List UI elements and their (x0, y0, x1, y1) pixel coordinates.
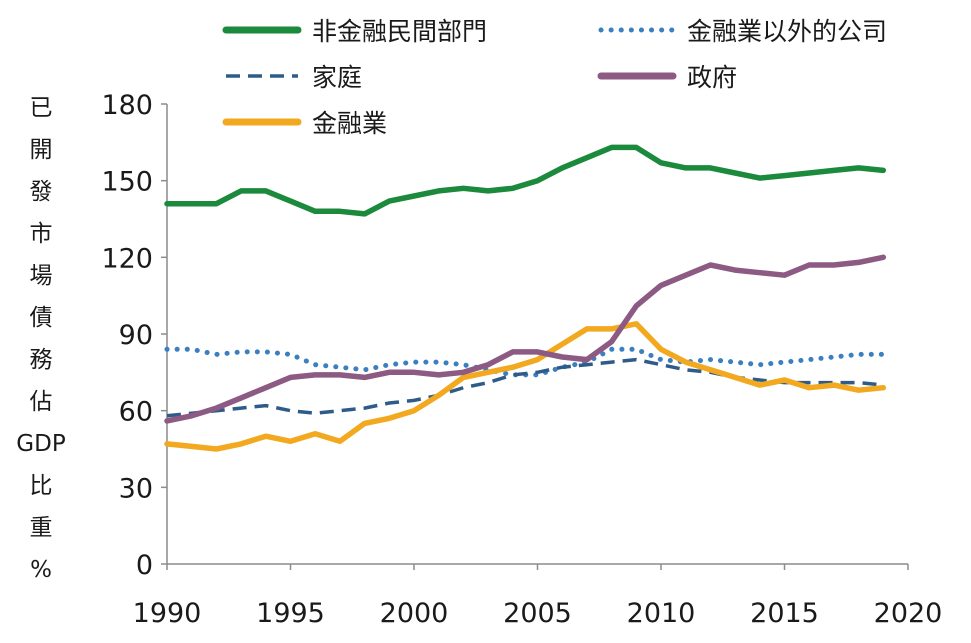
x-tick-label: 2010 (627, 598, 696, 629)
x-tick-label: 1995 (256, 598, 325, 629)
y-axis-label-char: 比 (29, 473, 53, 499)
legend-swatch (597, 72, 677, 80)
chart-axes (161, 103, 909, 570)
y-axis-label-char: 佔 (29, 389, 53, 415)
x-tick-label: 2005 (503, 598, 572, 629)
y-axis-label-char: 市 (29, 221, 53, 247)
legend-item: 金融業 (222, 104, 387, 140)
series-line-1 (164, 144, 887, 217)
x-tick-label: 2000 (380, 598, 449, 629)
y-axis-label-char: 重 (29, 515, 53, 541)
y-axis-label-char: 務 (29, 347, 53, 373)
y-axis-label-char: 發 (29, 179, 53, 205)
legend-item: 金融業以外的公司 (597, 12, 887, 48)
x-tick-label: 1990 (133, 598, 202, 629)
x-tick-label: 2020 (874, 598, 943, 629)
y-tick-label: 60 (119, 397, 153, 428)
legend-label: 家庭 (312, 63, 363, 92)
legend-label: 金融業以外的公司 (687, 17, 888, 46)
series-line-5 (164, 321, 887, 452)
legend-label: 金融業 (312, 109, 388, 138)
y-tick-label: 30 (119, 473, 153, 504)
y-axis-label-char: % (30, 557, 52, 583)
legend-swatch (222, 26, 302, 34)
legend-swatch (226, 74, 298, 78)
y-axis-label-char: 開 (29, 137, 53, 163)
series-line-3 (166, 357, 884, 418)
y-axis-label: 已開發市場債務佔 GDP 比重% (16, 90, 66, 588)
series-lines (164, 144, 887, 452)
tick-labels: 0 30 60 90 120 150 180 1990 1995 2000 2005 2010 2015… (101, 90, 942, 629)
y-axis-label-char: 已 (29, 95, 53, 121)
y-tick-label: 150 (101, 167, 153, 198)
x-tick-label: 2015 (750, 598, 819, 629)
y-axis-label-char: 債 (29, 305, 53, 331)
y-tick-label: 120 (101, 243, 153, 274)
legend-label: 政府 (687, 63, 738, 92)
y-tick-label: 0 (136, 550, 153, 581)
legend-swatch (222, 118, 302, 126)
series-line-4 (164, 254, 887, 424)
legend-swatch (598, 27, 676, 33)
legend-item: 政府 (597, 58, 737, 94)
legend-item: 家庭 (222, 58, 362, 94)
y-tick-label: 180 (101, 90, 153, 121)
legend-label: 非金融民間部門 (312, 17, 488, 46)
legend-item: 非金融民間部門 (222, 12, 487, 48)
y-axis-label-char: 場 (29, 263, 53, 289)
y-tick-label: 90 (119, 320, 153, 351)
y-axis-label-char: GDP (16, 431, 66, 457)
